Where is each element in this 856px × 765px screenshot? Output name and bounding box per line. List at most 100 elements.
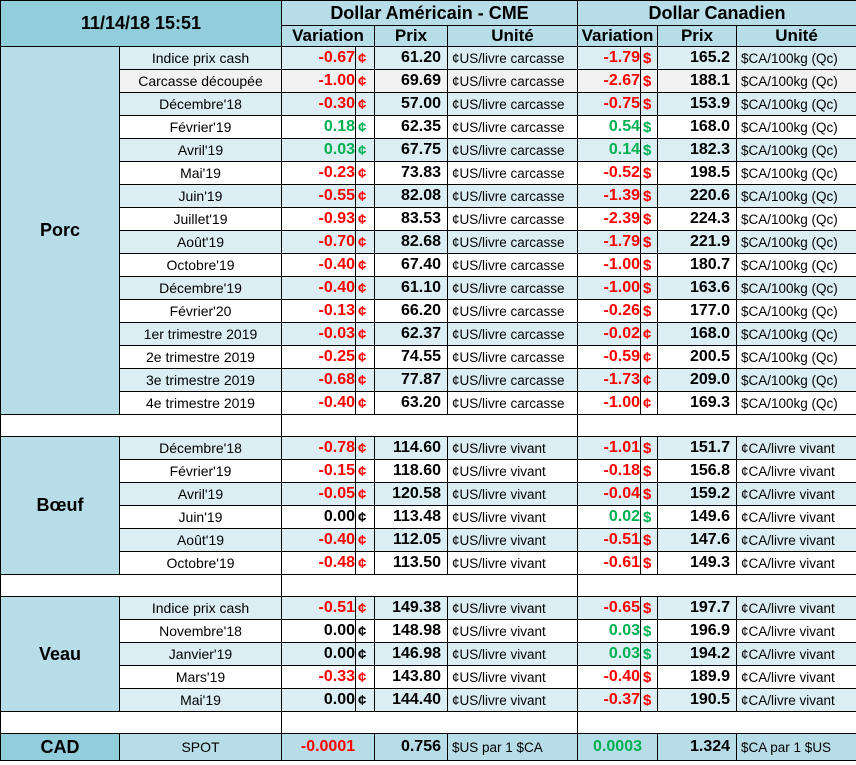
usd-unit: ¢US/livre carcasse — [446, 184, 579, 208]
usd-variation-unit: ¢ — [355, 368, 375, 392]
cad-variation: -1.79 — [577, 230, 642, 254]
usd-price: 114.60 — [374, 436, 448, 460]
cad-spot-row: CAD SPOT -0.0001 0.756 $US par 1 $CA 0.0003 1.… — [0, 733, 856, 761]
cad-variation: -1.00 — [577, 276, 642, 300]
cad-variation: 0.02 — [577, 505, 642, 529]
usd-price: 73.83 — [374, 161, 448, 185]
cad-price: 220.6 — [657, 184, 738, 208]
cad-variation: -1.39 — [577, 184, 642, 208]
cad-price: 190.5 — [657, 688, 738, 712]
cad-price: 180.7 — [657, 253, 738, 277]
usd-variation: 0.00 — [281, 688, 356, 712]
cad-price-header: Prix — [657, 25, 738, 47]
cad-price: 149.3 — [657, 551, 738, 575]
usd-variation-unit: ¢ — [355, 299, 375, 323]
cad-unit: $CA/100kg (Qc) — [736, 322, 856, 346]
cad-variation-unit: $ — [640, 69, 659, 93]
usd-variation: -0.70 — [281, 230, 356, 254]
table-row: 3e trimestre 2019 -0.68 ¢ 77.87 ¢US/livre ca… — [1, 368, 856, 392]
cad-variation: -0.18 — [577, 459, 642, 483]
cad-unit: ¢CA/livre vivant — [736, 665, 856, 689]
usd-unit: ¢US/livre carcasse — [446, 69, 579, 93]
cad-unit: $CA/100kg (Qc) — [736, 230, 856, 254]
cad-price: 194.2 — [657, 642, 738, 666]
usd-variation: -0.25 — [281, 345, 356, 369]
usd-variation: -0.40 — [281, 276, 356, 300]
usd-unit: ¢US/livre carcasse — [446, 161, 579, 185]
cad-variation: -0.75 — [577, 92, 642, 116]
usd-unit: ¢US/livre carcasse — [446, 299, 579, 323]
cad-variation: -0.61 — [577, 551, 642, 575]
usd-variation: -0.40 — [281, 528, 356, 552]
cad-price: 165.2 — [657, 46, 738, 70]
row-label: Indice prix cash — [119, 596, 282, 620]
cad-price: 188.1 — [657, 69, 738, 93]
cad-variation: -1.00 — [577, 391, 642, 415]
usd-variation-unit: ¢ — [355, 253, 375, 277]
row-label: Décembre'18 — [119, 92, 282, 116]
usd-variation: -0.05 — [281, 482, 356, 506]
cad-price: 169.3 — [657, 391, 738, 415]
usd-unit: ¢US/livre carcasse — [446, 230, 579, 254]
usd-variation-unit: ¢ — [355, 505, 375, 529]
usd-variation-unit: ¢ — [355, 207, 375, 231]
cad-variation-unit: ¢ — [640, 322, 659, 346]
cad-price: 151.7 — [657, 436, 738, 460]
cad-variation-unit: $ — [640, 459, 659, 483]
row-label: Mai'19 — [119, 161, 282, 185]
usd-unit: ¢US/livre vivant — [446, 505, 579, 529]
usd-price: 148.98 — [374, 619, 448, 643]
usd-unit: ¢US/livre vivant — [446, 688, 579, 712]
cad-price: 159.2 — [657, 482, 738, 506]
cad-unit: $CA/100kg (Qc) — [736, 299, 856, 323]
usd-unit: ¢US/livre vivant — [446, 642, 579, 666]
table-row: Novembre'18 0.00 ¢ 148.98 ¢US/livre vivant 0.… — [1, 619, 856, 643]
row-label: Décembre'19 — [119, 276, 282, 300]
usd-price: 144.40 — [374, 688, 448, 712]
usd-unit: ¢US/livre carcasse — [446, 322, 579, 346]
usd-unit: ¢US/livre vivant — [446, 596, 579, 620]
usd-unit: ¢US/livre carcasse — [446, 138, 579, 162]
cad-unit-header: Unité — [736, 25, 856, 47]
section-label: Veau — [0, 596, 120, 712]
table-row: Décembre'18 -0.30 ¢ 57.00 ¢US/livre carcasse… — [1, 92, 856, 116]
usd-variation-unit: ¢ — [355, 482, 375, 506]
cad-unit: ¢CA/livre vivant — [736, 551, 856, 575]
usd-group-header: Dollar Américain - CME — [280, 0, 579, 26]
usd-variation-unit: ¢ — [355, 436, 375, 460]
usd-variation: -0.33 — [281, 665, 356, 689]
cad-unit: ¢CA/livre vivant — [736, 482, 856, 506]
table-row: Janvier'19 0.00 ¢ 146.98 ¢US/livre vivant 0.0… — [1, 642, 856, 666]
usd-variation-unit: ¢ — [355, 642, 375, 666]
cad-unit: ¢CA/livre vivant — [736, 688, 856, 712]
row-label: Avril'19 — [119, 482, 282, 506]
usd-variation-unit: ¢ — [355, 46, 375, 70]
usd-price: 149.38 — [374, 596, 448, 620]
usd-variation-unit: ¢ — [355, 276, 375, 300]
timestamp: 11/14/18 15:51 — [0, 0, 282, 47]
cad-variation-unit: ¢ — [640, 368, 659, 392]
cad-variation-unit: $ — [640, 92, 659, 116]
usd-unit: ¢US/livre vivant — [446, 665, 579, 689]
row-label: Février'20 — [119, 299, 282, 323]
cad-variation: 0.03 — [577, 642, 642, 666]
table-row: Juin'19 0.00 ¢ 113.48 ¢US/livre vivant 0.02 $1… — [1, 505, 856, 529]
cad-variation-unit: $ — [640, 184, 659, 208]
cad-variation: -0.26 — [577, 299, 642, 323]
usd-price: 113.48 — [374, 505, 448, 529]
cad-variation: 0.03 — [577, 619, 642, 643]
usd-variation: -0.48 — [281, 551, 356, 575]
usd-price: 62.37 — [374, 322, 448, 346]
cad-variation-unit: $ — [640, 528, 659, 552]
cad-price: 177.0 — [657, 299, 738, 323]
cad-variation: -2.67 — [577, 69, 642, 93]
usd-price: 63.20 — [374, 391, 448, 415]
usd-variation-unit: ¢ — [355, 459, 375, 483]
usd-variation-unit: ¢ — [355, 665, 375, 689]
usd-price: 67.75 — [374, 138, 448, 162]
row-label: 4e trimestre 2019 — [119, 391, 282, 415]
usd-unit: ¢US/livre vivant — [446, 482, 579, 506]
cad-unit: $CA/100kg (Qc) — [736, 391, 856, 415]
usd-price: 120.58 — [374, 482, 448, 506]
usd-variation-header: Variation — [281, 25, 375, 47]
